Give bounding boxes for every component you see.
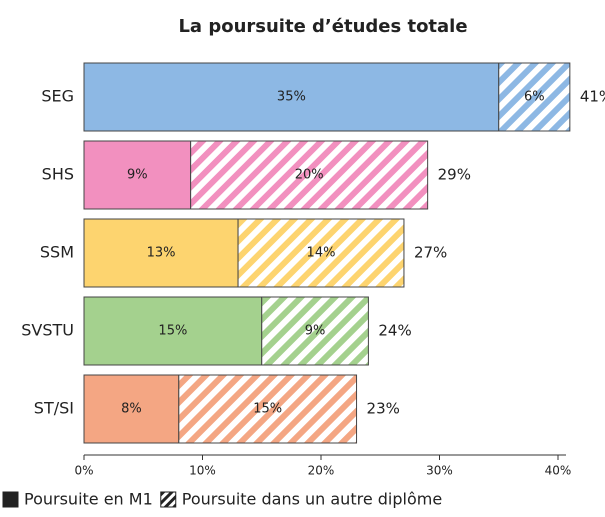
x-tick-label: 40% [545, 464, 572, 478]
bar-value-label: 15% [158, 324, 187, 339]
total-label: 41% [580, 88, 605, 106]
legend-swatch [2, 491, 19, 508]
bar-segment [83, 218, 239, 288]
bar-value-label: 9% [127, 168, 148, 183]
x-tick-label: 10% [189, 464, 216, 478]
bar-segment [190, 140, 429, 210]
y-tick-label: SEG [41, 87, 74, 106]
chart-title: La poursuite d’études totale [178, 16, 467, 37]
y-tick-label: ST/SI [34, 399, 74, 418]
bar-value-label: 14% [307, 246, 336, 261]
bar-segment [83, 374, 180, 444]
bar-value-label: 20% [295, 168, 324, 183]
total-label: 24% [378, 322, 411, 340]
bar-value-label: 13% [147, 246, 176, 261]
bar-value-label: 6% [524, 90, 545, 105]
legend-label: Poursuite en M1 [24, 490, 153, 509]
bar-segment [261, 296, 369, 366]
bar-segment [498, 62, 571, 132]
bar-segment [237, 218, 405, 288]
bar-value-label: 8% [121, 402, 142, 417]
bar-segment [83, 62, 500, 132]
legend-label: Poursuite dans un autre diplôme [182, 490, 442, 509]
total-label: 23% [367, 400, 400, 418]
legend-swatch [160, 491, 177, 508]
x-tick-label: 0% [74, 464, 93, 478]
total-label: 29% [438, 166, 471, 184]
total-label: 27% [414, 244, 447, 262]
bar-segment [83, 296, 263, 366]
y-tick-label: SSM [40, 243, 74, 262]
bar-segment [178, 374, 358, 444]
bar-value-label: 15% [253, 402, 282, 417]
y-tick-label: SVSTU [21, 321, 74, 340]
y-tick-label: SHS [42, 165, 74, 184]
x-tick-label: 30% [426, 464, 453, 478]
bar-value-label: 9% [305, 324, 326, 339]
bar-value-label: 35% [277, 90, 306, 105]
x-tick-label: 20% [308, 464, 335, 478]
